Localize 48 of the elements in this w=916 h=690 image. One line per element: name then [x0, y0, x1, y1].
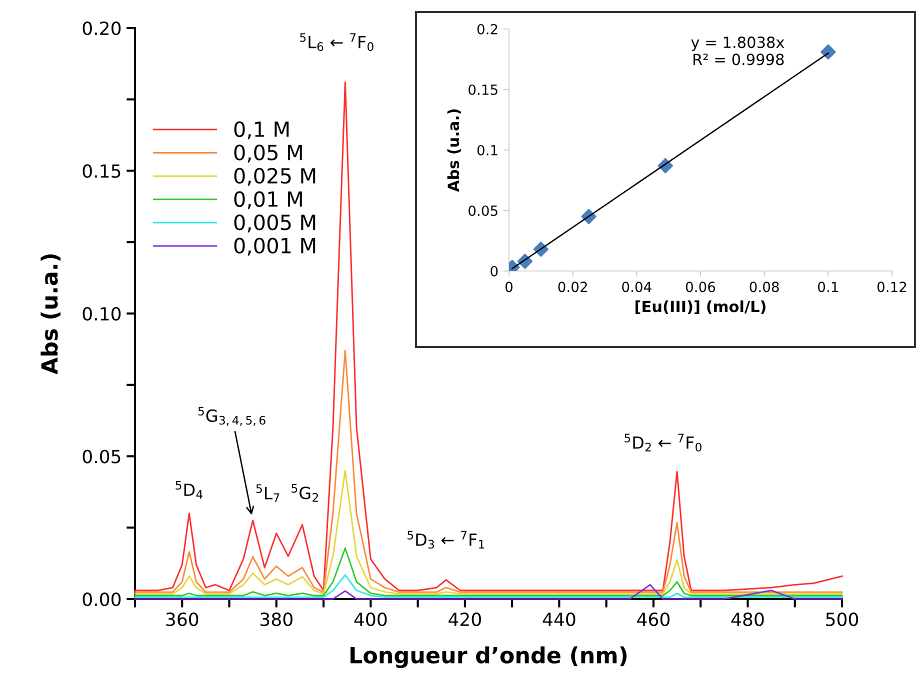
legend-label: 0,001 M [234, 238, 316, 256]
x-tick-label: 0 [505, 282, 512, 292]
line-series [134, 470, 843, 595]
y-tick-label: 0.05 [82, 450, 120, 464]
x-tick-label: 500 [826, 612, 858, 626]
line-series [134, 81, 843, 592]
x-tick-label: 380 [260, 612, 292, 626]
annotation: $^{5}$D$_{3}$ ← $^{7}$F$_{1}$ [408, 530, 484, 549]
x-tick-label: 440 [542, 612, 576, 626]
x-axis-title: [Eu(III)] (mol/L) [636, 300, 766, 314]
line-series [134, 547, 843, 596]
x-tick-label: 460 [637, 612, 670, 626]
annotation: $^{5}$D$_{4}$ [176, 480, 203, 499]
y-tick-label: 0.1 [477, 144, 498, 156]
y-axis-title: Abs (u.a.) [40, 254, 60, 374]
y-tick-label: 0.00 [82, 592, 121, 606]
y-tick-label: 0.15 [82, 164, 120, 178]
y-tick-label: 0 [490, 266, 498, 276]
y-tick-label: 0.2 [477, 24, 498, 34]
annotation: $^{5}$L$_{7}$ [256, 484, 280, 502]
annotation: y = 1.8038x R² = 0.9998 [691, 36, 784, 66]
y-tick-label: 0.20 [82, 21, 121, 36]
x-tick-label: 0.04 [622, 282, 652, 292]
x-tick-label: 480 [731, 612, 764, 626]
annotation: $^{5}$D$_{2}$ ← $^{7}$F$_{0}$ [624, 434, 702, 452]
annotation: $^{5}$G$_{2}$ [292, 484, 318, 502]
x-tick-label: 420 [448, 612, 481, 626]
x-tick-label: 0.08 [750, 282, 779, 292]
legend-label: 0,01 M [234, 191, 302, 210]
annotation: $^{5}$G$_{3,4,5,6}$ [198, 406, 266, 426]
legend-label: 0,005 M [234, 214, 316, 232]
x-tick-label: 0.06 [686, 282, 716, 292]
y-tick-label: 0.15 [468, 84, 498, 95]
x-axis-title: Longueur d’onde (nm) [350, 646, 627, 668]
annotation: $^{5}$L$_{6}$ ← $^{7}$F$_{0}$ [300, 33, 374, 52]
x-tick-label: 360 [166, 612, 198, 626]
y-axis-title: Abs (u.a.) [447, 109, 461, 192]
y-tick-label: 0.05 [468, 205, 498, 216]
x-tick-label: 0.02 [558, 282, 587, 292]
line-series [134, 350, 843, 593]
x-tick-label: 0.12 [877, 282, 906, 292]
y-tick-label: 0.10 [82, 306, 121, 321]
legend-label: 0,025 M [234, 168, 316, 186]
x-tick-label: 400 [354, 612, 387, 626]
legend-label: 0,05 M [234, 144, 302, 163]
legend-label: 0,1 M [234, 121, 289, 140]
x-tick-label: 0.1 [818, 282, 838, 292]
point [820, 44, 836, 60]
